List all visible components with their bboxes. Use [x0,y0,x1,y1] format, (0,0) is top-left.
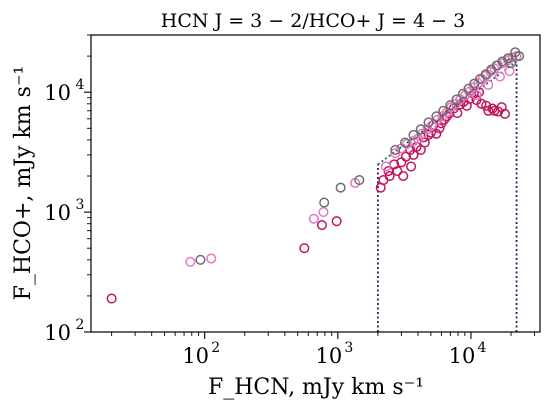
data-point [471,89,482,100]
data-point [408,129,419,141]
data-point [487,103,498,114]
data-point [438,105,449,116]
x-tick-label: 10 [315,344,342,368]
data-point [451,94,462,105]
data-point [335,182,346,193]
data-point [423,117,434,128]
data-point [400,137,411,148]
x-tick-exponent: 2 [211,340,220,356]
data-point [206,253,217,264]
data-point [299,243,310,254]
x-tick-exponent: 4 [478,340,487,356]
data-point [316,219,328,231]
data-point [390,148,401,159]
data-point [354,175,365,186]
data-point [463,83,474,94]
data-point [106,293,117,304]
y-tick-exponent: 3 [76,197,85,213]
x-tick-label: 10 [182,344,209,368]
data-point [499,108,511,119]
data-point [318,207,329,218]
data-point [319,197,330,208]
data-point [476,98,487,109]
data-point [514,51,525,62]
data-point [398,170,409,182]
data-point [431,128,442,139]
data-point [384,170,395,182]
data-point [392,165,403,177]
data-point [406,161,417,172]
y-tick-label: 10 [44,81,71,105]
data-point [331,216,342,227]
data-point [457,88,468,99]
data-point [504,66,515,77]
y-tick-exponent: 2 [76,317,85,333]
y-tick-label: 10 [44,201,71,225]
y-tick-exponent: 4 [76,77,85,93]
plot-area: 10 2 10 3 10 410 210 310 4 [44,34,541,368]
data-point [505,58,517,69]
data-point [390,144,401,155]
data-point [378,175,389,186]
data-point [452,108,463,119]
x-tick-exponent: 3 [344,340,353,356]
chart-title: HCN J = 3 − 2/HCO+ J = 4 − 3 [161,10,465,32]
data-point [445,100,456,111]
x-tick-label: 10 [449,344,476,368]
y-tick-label: 10 [44,321,71,345]
data-point [415,124,426,135]
y-axis-label: F_HCO+, mJy km s⁻¹ [11,66,36,301]
data-point [185,256,196,267]
data-point [494,71,505,82]
data-point [401,138,412,150]
data-point [308,213,319,224]
data-point [380,161,392,172]
data-point [483,79,494,90]
data-point [507,52,518,63]
data-point [195,254,206,265]
x-axis-label: F_HCN, mJy km s⁻¹ [208,375,424,400]
data-point [481,100,492,111]
data-point [431,111,442,122]
plot-frame [90,34,541,333]
